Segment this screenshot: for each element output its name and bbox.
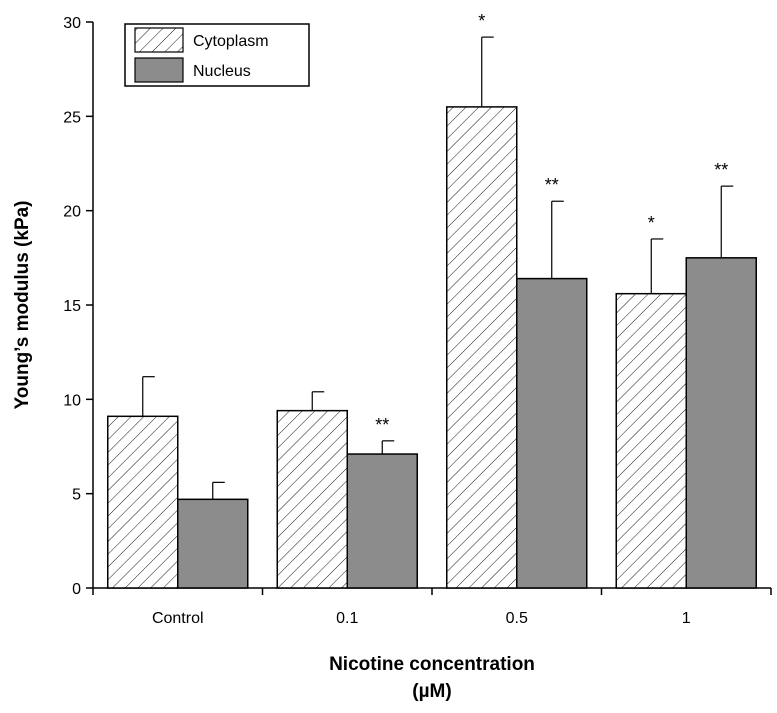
x-tick-label: 0.1 <box>336 610 358 627</box>
significance-marker: ** <box>545 175 559 195</box>
y-tick-label: 15 <box>63 298 81 315</box>
significance-marker: ** <box>375 415 389 435</box>
bar-cytoplasm-1 <box>615 292 687 589</box>
y-tick-label: 25 <box>63 109 81 126</box>
x-tick-label: 1 <box>682 610 691 627</box>
y-tick-label: 0 <box>72 581 81 598</box>
x-axis-title: Nicotine concentration <box>329 654 535 675</box>
x-axis-unit: (µM) <box>412 681 451 702</box>
bars-layer <box>107 36 757 589</box>
legend-label-nucleus: Nucleus <box>193 63 251 80</box>
bar-cytoplasm-0-1 <box>276 409 348 589</box>
labels-layer: Control 0.1 0.5 1********Nicotine concentra… <box>12 11 728 702</box>
bar-nucleus-0-1 <box>346 453 418 589</box>
bar-cytoplasm-0-5 <box>446 106 518 589</box>
y-tick-label: 10 <box>63 392 81 409</box>
x-tick-label: 0.5 <box>506 610 528 627</box>
y-axis-title: Young’s modulus (kPa) <box>12 200 33 409</box>
y-tick-label: 20 <box>63 204 81 221</box>
legend-swatch-nucleus <box>134 57 184 83</box>
legend-swatch-cytoplasm <box>134 27 184 53</box>
y-tick-label: 30 <box>63 15 81 32</box>
bar-nucleus-0-5 <box>516 277 588 589</box>
y-tick-label: 5 <box>72 487 81 504</box>
significance-marker: ** <box>714 160 728 180</box>
significance-marker: * <box>648 213 655 233</box>
bar-nucleus-control <box>177 498 249 589</box>
bar-nucleus-1 <box>685 257 757 589</box>
x-tick-label: Control <box>152 610 204 627</box>
legend: Cytoplasm Nucleus <box>124 23 310 87</box>
bar-cytoplasm-control <box>107 415 179 589</box>
legend-label-cytoplasm: Cytoplasm <box>193 33 269 50</box>
significance-marker: * <box>478 11 485 31</box>
